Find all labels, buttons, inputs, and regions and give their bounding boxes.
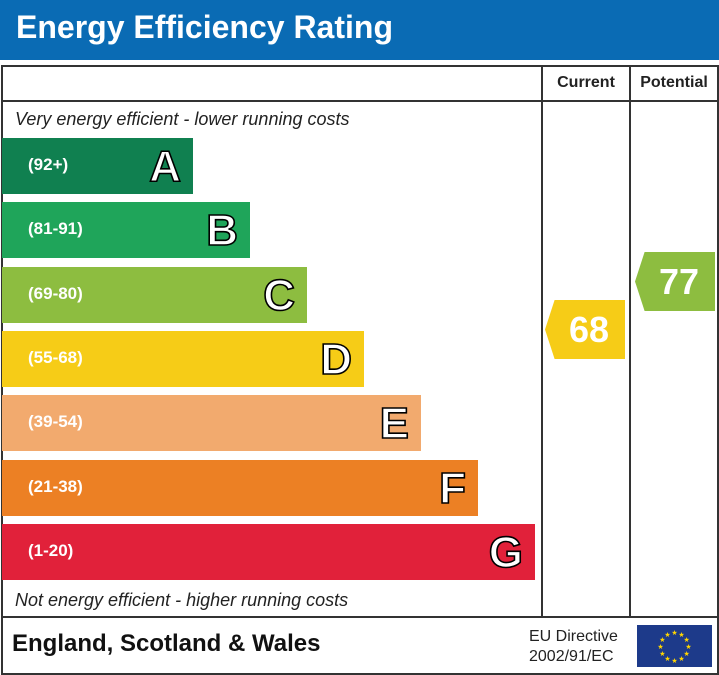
top-note: Very energy efficient - lower running co… [15,109,350,129]
band-letter: A [148,141,181,192]
band-range: (92+) [28,155,69,174]
bar-g: (1-20) G [2,523,535,580]
band-letter: B [205,205,238,256]
star-icon: ★ [659,636,665,644]
star-icon: ★ [659,650,665,658]
bottom-note: Not energy efficient - higher running co… [15,590,349,610]
band-letter: C [262,270,295,321]
divider [1,616,717,618]
bar-c: (69-80) C [2,266,307,323]
band-range: (69-80) [28,283,83,303]
directive-line: EU Directive [529,628,618,645]
band-letter: G [488,527,524,578]
bar-f: (21-38) F [2,459,478,516]
star-icon: ★ [671,657,677,665]
star-icon: ★ [657,643,663,651]
star-icon: ★ [678,655,684,663]
band-range: (1-20) [28,540,74,560]
header-banner: Energy Efficiency Rating [0,0,719,60]
star-icon: ★ [671,629,677,637]
band-range: (21-38) [28,476,83,496]
bar-e: (39-54) E [2,395,421,452]
band-range: (55-68) [28,347,83,367]
band-range: (39-54) [28,412,83,432]
potential-rating-value: 77 [658,261,700,303]
star-icon: ★ [664,655,670,663]
divider [629,65,631,617]
band-letter: E [379,398,410,449]
directive-line: 2002/91/EC [529,648,614,665]
band-letter: F [438,463,466,514]
divider [541,65,543,617]
star-icon: ★ [678,631,684,639]
bar-b: (81-91) B [2,202,250,259]
bar-a: (92+) A [2,138,193,194]
star-icon: ★ [664,631,670,639]
eu-flag-icon: ★ ★ ★ ★ ★ ★ ★ ★ ★ ★ ★ ★ [637,625,712,667]
region-label: England, Scotland & Wales [12,630,321,657]
band-range: (81-91) [28,219,83,239]
star-icon: ★ [685,643,691,651]
divider [1,100,717,102]
current-rating-value: 68 [568,309,610,350]
band-letter: D [319,334,352,385]
column-header-potential: Potential [640,74,708,91]
potential-rating-arrow: 77 [635,252,715,312]
star-icon: ★ [683,636,689,644]
bar-d: (55-68) D [2,330,364,387]
column-header-current: Current [557,74,615,91]
eu-directive: EU Directive 2002/91/EC [529,627,618,667]
page-title: Energy Efficiency Rating [16,9,393,45]
current-rating-arrow: 68 [545,300,625,359]
star-icon: ★ [683,650,689,658]
